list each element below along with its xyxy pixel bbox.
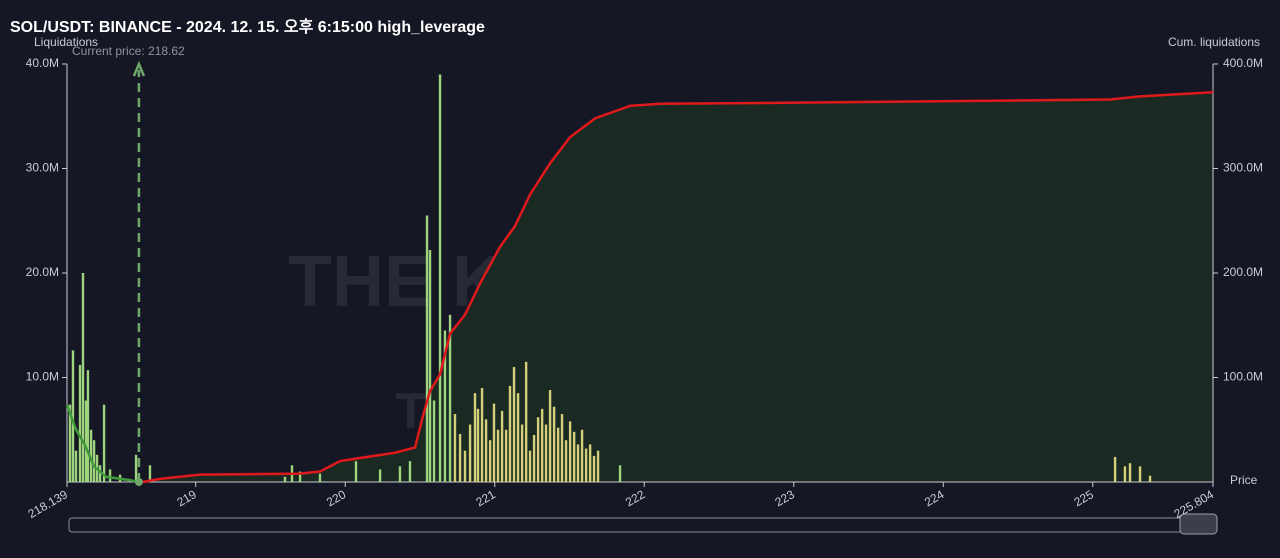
bar bbox=[488, 440, 492, 482]
bar bbox=[1148, 475, 1152, 482]
bar bbox=[408, 461, 412, 482]
bar bbox=[580, 429, 584, 482]
y-tick-label: 20.0M bbox=[26, 265, 59, 279]
bar bbox=[71, 350, 75, 482]
bar bbox=[556, 427, 560, 482]
bar bbox=[78, 364, 82, 482]
bar bbox=[398, 466, 402, 482]
bar bbox=[476, 408, 480, 482]
bar bbox=[512, 367, 516, 482]
bar bbox=[81, 273, 85, 482]
bar bbox=[432, 400, 436, 482]
bar bbox=[102, 404, 106, 482]
bar bbox=[428, 250, 432, 482]
bar bbox=[448, 314, 452, 482]
bar bbox=[564, 440, 568, 482]
line bbox=[142, 90, 1214, 484]
cumulative-area bbox=[142, 92, 1214, 482]
y-axis-label: Liquidations bbox=[34, 35, 98, 49]
x-axis-label: Price bbox=[1230, 473, 1258, 487]
bar bbox=[560, 414, 564, 482]
bar bbox=[1113, 456, 1117, 482]
bar bbox=[544, 424, 548, 482]
bar bbox=[318, 473, 322, 482]
bar bbox=[463, 450, 467, 482]
bar bbox=[584, 448, 588, 482]
bar bbox=[86, 370, 90, 482]
bar bbox=[548, 390, 552, 482]
bar bbox=[148, 465, 152, 482]
bar bbox=[572, 431, 576, 482]
bar bbox=[500, 410, 504, 482]
bar bbox=[443, 330, 447, 482]
bar bbox=[458, 433, 462, 482]
bar bbox=[354, 461, 358, 482]
line bbox=[65, 404, 140, 484]
bar bbox=[520, 424, 524, 482]
chart-title: SOL/USDT: BINANCE - 2024. 12. 15. 오후 6:1… bbox=[10, 17, 485, 36]
bar bbox=[496, 429, 500, 482]
y2-tick-label: 300.0M bbox=[1223, 161, 1263, 175]
bar bbox=[98, 465, 102, 482]
bar bbox=[298, 471, 302, 482]
bar bbox=[536, 417, 540, 482]
bar bbox=[524, 361, 528, 482]
bar bbox=[484, 419, 488, 482]
bar bbox=[480, 387, 484, 482]
bar bbox=[68, 404, 72, 482]
bar bbox=[532, 434, 536, 482]
bar bbox=[528, 450, 532, 482]
bar bbox=[283, 476, 287, 482]
bar bbox=[468, 424, 472, 482]
bar bbox=[108, 469, 112, 482]
bar bbox=[74, 450, 78, 482]
bar bbox=[592, 455, 596, 482]
current-price-label: Current price: 218.62 bbox=[72, 44, 185, 58]
y2-tick-label: 100.0M bbox=[1223, 370, 1263, 384]
current-price-arrow bbox=[132, 60, 146, 77]
bar bbox=[618, 465, 622, 482]
bar bbox=[378, 469, 382, 482]
bar bbox=[1123, 466, 1127, 482]
bar bbox=[425, 215, 429, 482]
bar bbox=[552, 406, 556, 482]
bar bbox=[1128, 463, 1132, 482]
y2-tick-label: 400.0M bbox=[1223, 56, 1263, 70]
bar bbox=[508, 385, 512, 482]
bar bbox=[92, 440, 96, 482]
bar bbox=[504, 429, 508, 482]
y-tick-label: 40.0M bbox=[26, 56, 59, 70]
bar bbox=[1138, 466, 1142, 482]
bar bbox=[89, 429, 93, 482]
bar bbox=[492, 403, 496, 482]
bar bbox=[134, 454, 138, 482]
y2-tick-label: 200.0M bbox=[1223, 265, 1263, 279]
bar bbox=[473, 393, 477, 482]
slider-handle[interactable] bbox=[1179, 513, 1218, 535]
bar bbox=[453, 414, 457, 482]
bar bbox=[596, 450, 600, 482]
bar bbox=[588, 444, 592, 482]
bar bbox=[576, 444, 580, 482]
bar bbox=[438, 74, 442, 482]
bar bbox=[568, 421, 572, 482]
y-tick-label: 30.0M bbox=[26, 161, 59, 175]
bar bbox=[540, 408, 544, 482]
current-price-dot bbox=[134, 478, 143, 486]
bar bbox=[516, 393, 520, 482]
y-tick-label: 10.0M bbox=[26, 370, 59, 384]
bar bbox=[84, 400, 88, 482]
y2-axis-label: Cum. liquidations bbox=[1168, 35, 1260, 49]
